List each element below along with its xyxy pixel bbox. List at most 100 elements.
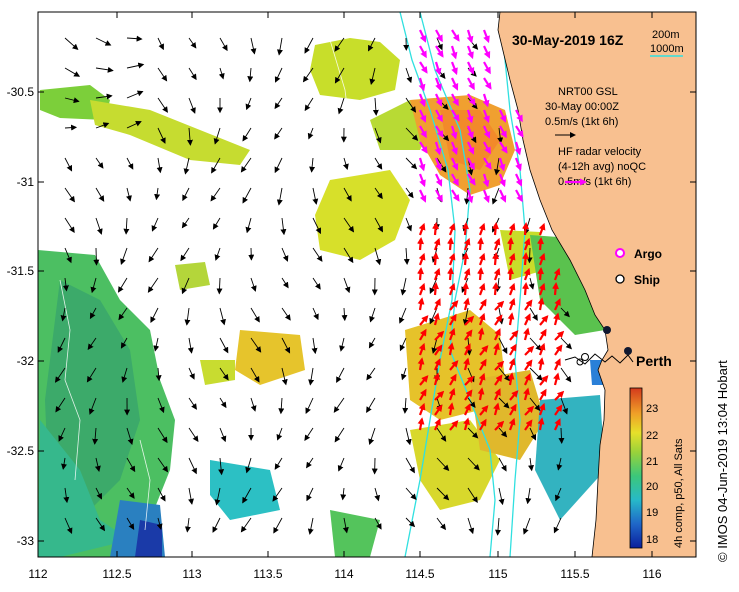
gsl-arrow xyxy=(120,247,128,265)
gsl-arrow xyxy=(54,367,66,383)
gsl-arrow xyxy=(366,367,376,381)
gsl-arrow xyxy=(374,187,383,200)
hf-arrow xyxy=(418,222,426,236)
gsl-arrow xyxy=(337,97,345,115)
hf-arrow xyxy=(538,222,546,236)
gsl-arrow xyxy=(529,307,538,321)
gsl-arrow xyxy=(250,367,260,383)
gsl-arrow xyxy=(188,457,197,475)
gsl-arrow xyxy=(126,35,143,42)
gsl-arrow xyxy=(219,307,226,326)
hf-arrow xyxy=(539,328,547,341)
hf-arrow xyxy=(464,343,471,356)
hf-arrow xyxy=(467,157,475,171)
ship-marker xyxy=(581,353,589,361)
gsl-arrow xyxy=(126,487,135,499)
gsl-arrow xyxy=(312,307,319,321)
hf-arrow xyxy=(417,297,425,311)
gsl-arrow xyxy=(245,97,252,111)
hf-arrow xyxy=(434,404,443,416)
gsl-arrow xyxy=(333,397,345,413)
hf-arrow xyxy=(464,403,471,416)
gsl-arrow xyxy=(554,487,562,502)
hf-arrow xyxy=(552,282,560,296)
x-tick-label: 115.5 xyxy=(560,567,589,581)
hf-legend-line2: (4-12h avg) noQC xyxy=(558,161,646,173)
gsl-arrow xyxy=(211,157,221,174)
gsl-arrow xyxy=(405,427,412,446)
gsl-arrow xyxy=(368,337,376,349)
x-tick-label: 114.5 xyxy=(405,567,434,581)
gsl-arrow xyxy=(188,67,197,81)
hf-arrow xyxy=(478,372,486,386)
gsl-arrow xyxy=(553,517,562,534)
hf-arrow xyxy=(434,418,441,431)
gsl-arrow xyxy=(183,157,190,175)
hf-arrow xyxy=(448,282,456,296)
gsl-arrow xyxy=(188,367,195,380)
colorbar-tick: 18 xyxy=(646,534,658,546)
gsl-arrow xyxy=(304,427,314,442)
gsl-arrow xyxy=(155,367,162,382)
hf-arrow xyxy=(499,109,507,123)
hf-arrow xyxy=(522,252,530,266)
hf-arrow xyxy=(523,387,530,401)
hf-arrow xyxy=(449,420,459,431)
hf-arrow xyxy=(477,327,485,341)
gsl-arrow xyxy=(405,127,419,141)
hf-arrow xyxy=(466,45,474,60)
hf-arrow xyxy=(494,314,503,326)
hf-arrow xyxy=(466,189,474,204)
hf-arrow xyxy=(507,372,515,386)
gsl-arrow xyxy=(431,337,438,354)
gsl-arrow xyxy=(219,37,228,52)
hf-arrow xyxy=(434,77,442,92)
hf-arrow xyxy=(451,29,460,42)
hf-arrow xyxy=(434,61,442,76)
hf-arrow xyxy=(537,297,545,311)
hf-arrow xyxy=(482,189,490,204)
hf-arrow xyxy=(554,298,561,311)
hf-arrow xyxy=(554,358,561,371)
gsl-arrow xyxy=(374,127,382,144)
hf-arrow xyxy=(554,418,561,431)
hf-arrow xyxy=(554,404,563,416)
gsl-arrow xyxy=(95,187,105,202)
gsl-arrow xyxy=(95,66,114,73)
gsl-arrow xyxy=(374,487,381,502)
gsl-arrow xyxy=(400,277,407,296)
hf-arrow xyxy=(417,267,425,281)
colorbar xyxy=(629,387,643,549)
gsl-arrow xyxy=(304,97,314,112)
hf-arrow xyxy=(553,312,560,326)
hf-arrow xyxy=(524,419,533,431)
gsl-arrow xyxy=(558,427,565,444)
hf-arrow xyxy=(434,330,445,341)
gsl-arrow xyxy=(498,487,505,506)
perth-coast-squiggle xyxy=(564,353,634,365)
hf-arrow xyxy=(419,125,427,139)
hf-arrow xyxy=(450,45,458,60)
gsl-arrow xyxy=(157,487,166,502)
hf-arrow xyxy=(448,327,456,341)
gsl-arrow xyxy=(312,247,323,262)
hf-arrow xyxy=(434,157,442,172)
hf-arrow xyxy=(553,267,561,281)
gsl-arrow xyxy=(88,397,97,415)
hf-arrow xyxy=(467,141,475,155)
gsl-arrow xyxy=(491,187,500,205)
hf-arrow xyxy=(464,315,475,326)
hf-arrow xyxy=(419,375,429,386)
gsl-arrow xyxy=(126,90,144,99)
hf-arrow xyxy=(449,373,457,386)
hf-arrow xyxy=(538,282,546,296)
ship-marker xyxy=(624,347,632,355)
hf-arrow xyxy=(494,374,503,386)
hf-arrow xyxy=(479,358,487,371)
hf-arrow xyxy=(514,141,522,156)
hf-arrow xyxy=(508,222,516,236)
gsl-arrow xyxy=(188,427,199,443)
gsl-arrow xyxy=(245,457,252,474)
y-tick-label: -32.5 xyxy=(7,444,35,458)
